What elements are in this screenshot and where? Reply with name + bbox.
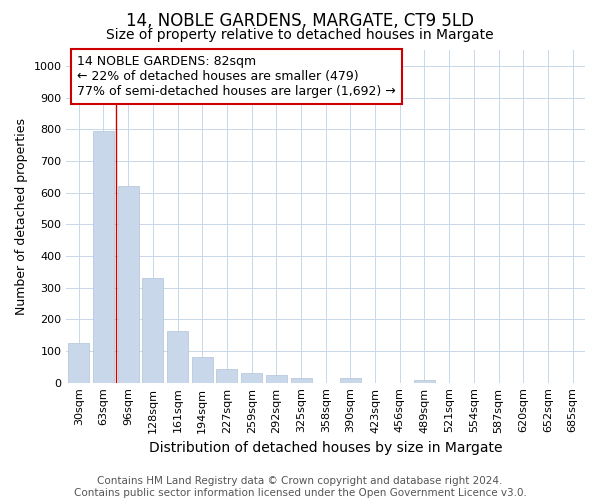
Y-axis label: Number of detached properties: Number of detached properties — [15, 118, 28, 315]
Bar — [290, 378, 311, 382]
Text: Contains HM Land Registry data © Crown copyright and database right 2024.
Contai: Contains HM Land Registry data © Crown c… — [74, 476, 526, 498]
Bar — [93, 131, 114, 382]
Text: Size of property relative to detached houses in Margate: Size of property relative to detached ho… — [106, 28, 494, 42]
Bar — [266, 375, 287, 382]
Bar — [414, 380, 435, 382]
Text: 14 NOBLE GARDENS: 82sqm
← 22% of detached houses are smaller (479)
77% of semi-d: 14 NOBLE GARDENS: 82sqm ← 22% of detache… — [77, 55, 395, 98]
Bar — [68, 343, 89, 382]
Bar — [167, 331, 188, 382]
X-axis label: Distribution of detached houses by size in Margate: Distribution of detached houses by size … — [149, 441, 502, 455]
Bar — [340, 378, 361, 382]
Bar — [217, 370, 238, 382]
Bar — [192, 358, 213, 382]
Bar — [118, 186, 139, 382]
Text: 14, NOBLE GARDENS, MARGATE, CT9 5LD: 14, NOBLE GARDENS, MARGATE, CT9 5LD — [126, 12, 474, 30]
Bar — [142, 278, 163, 382]
Bar — [241, 373, 262, 382]
